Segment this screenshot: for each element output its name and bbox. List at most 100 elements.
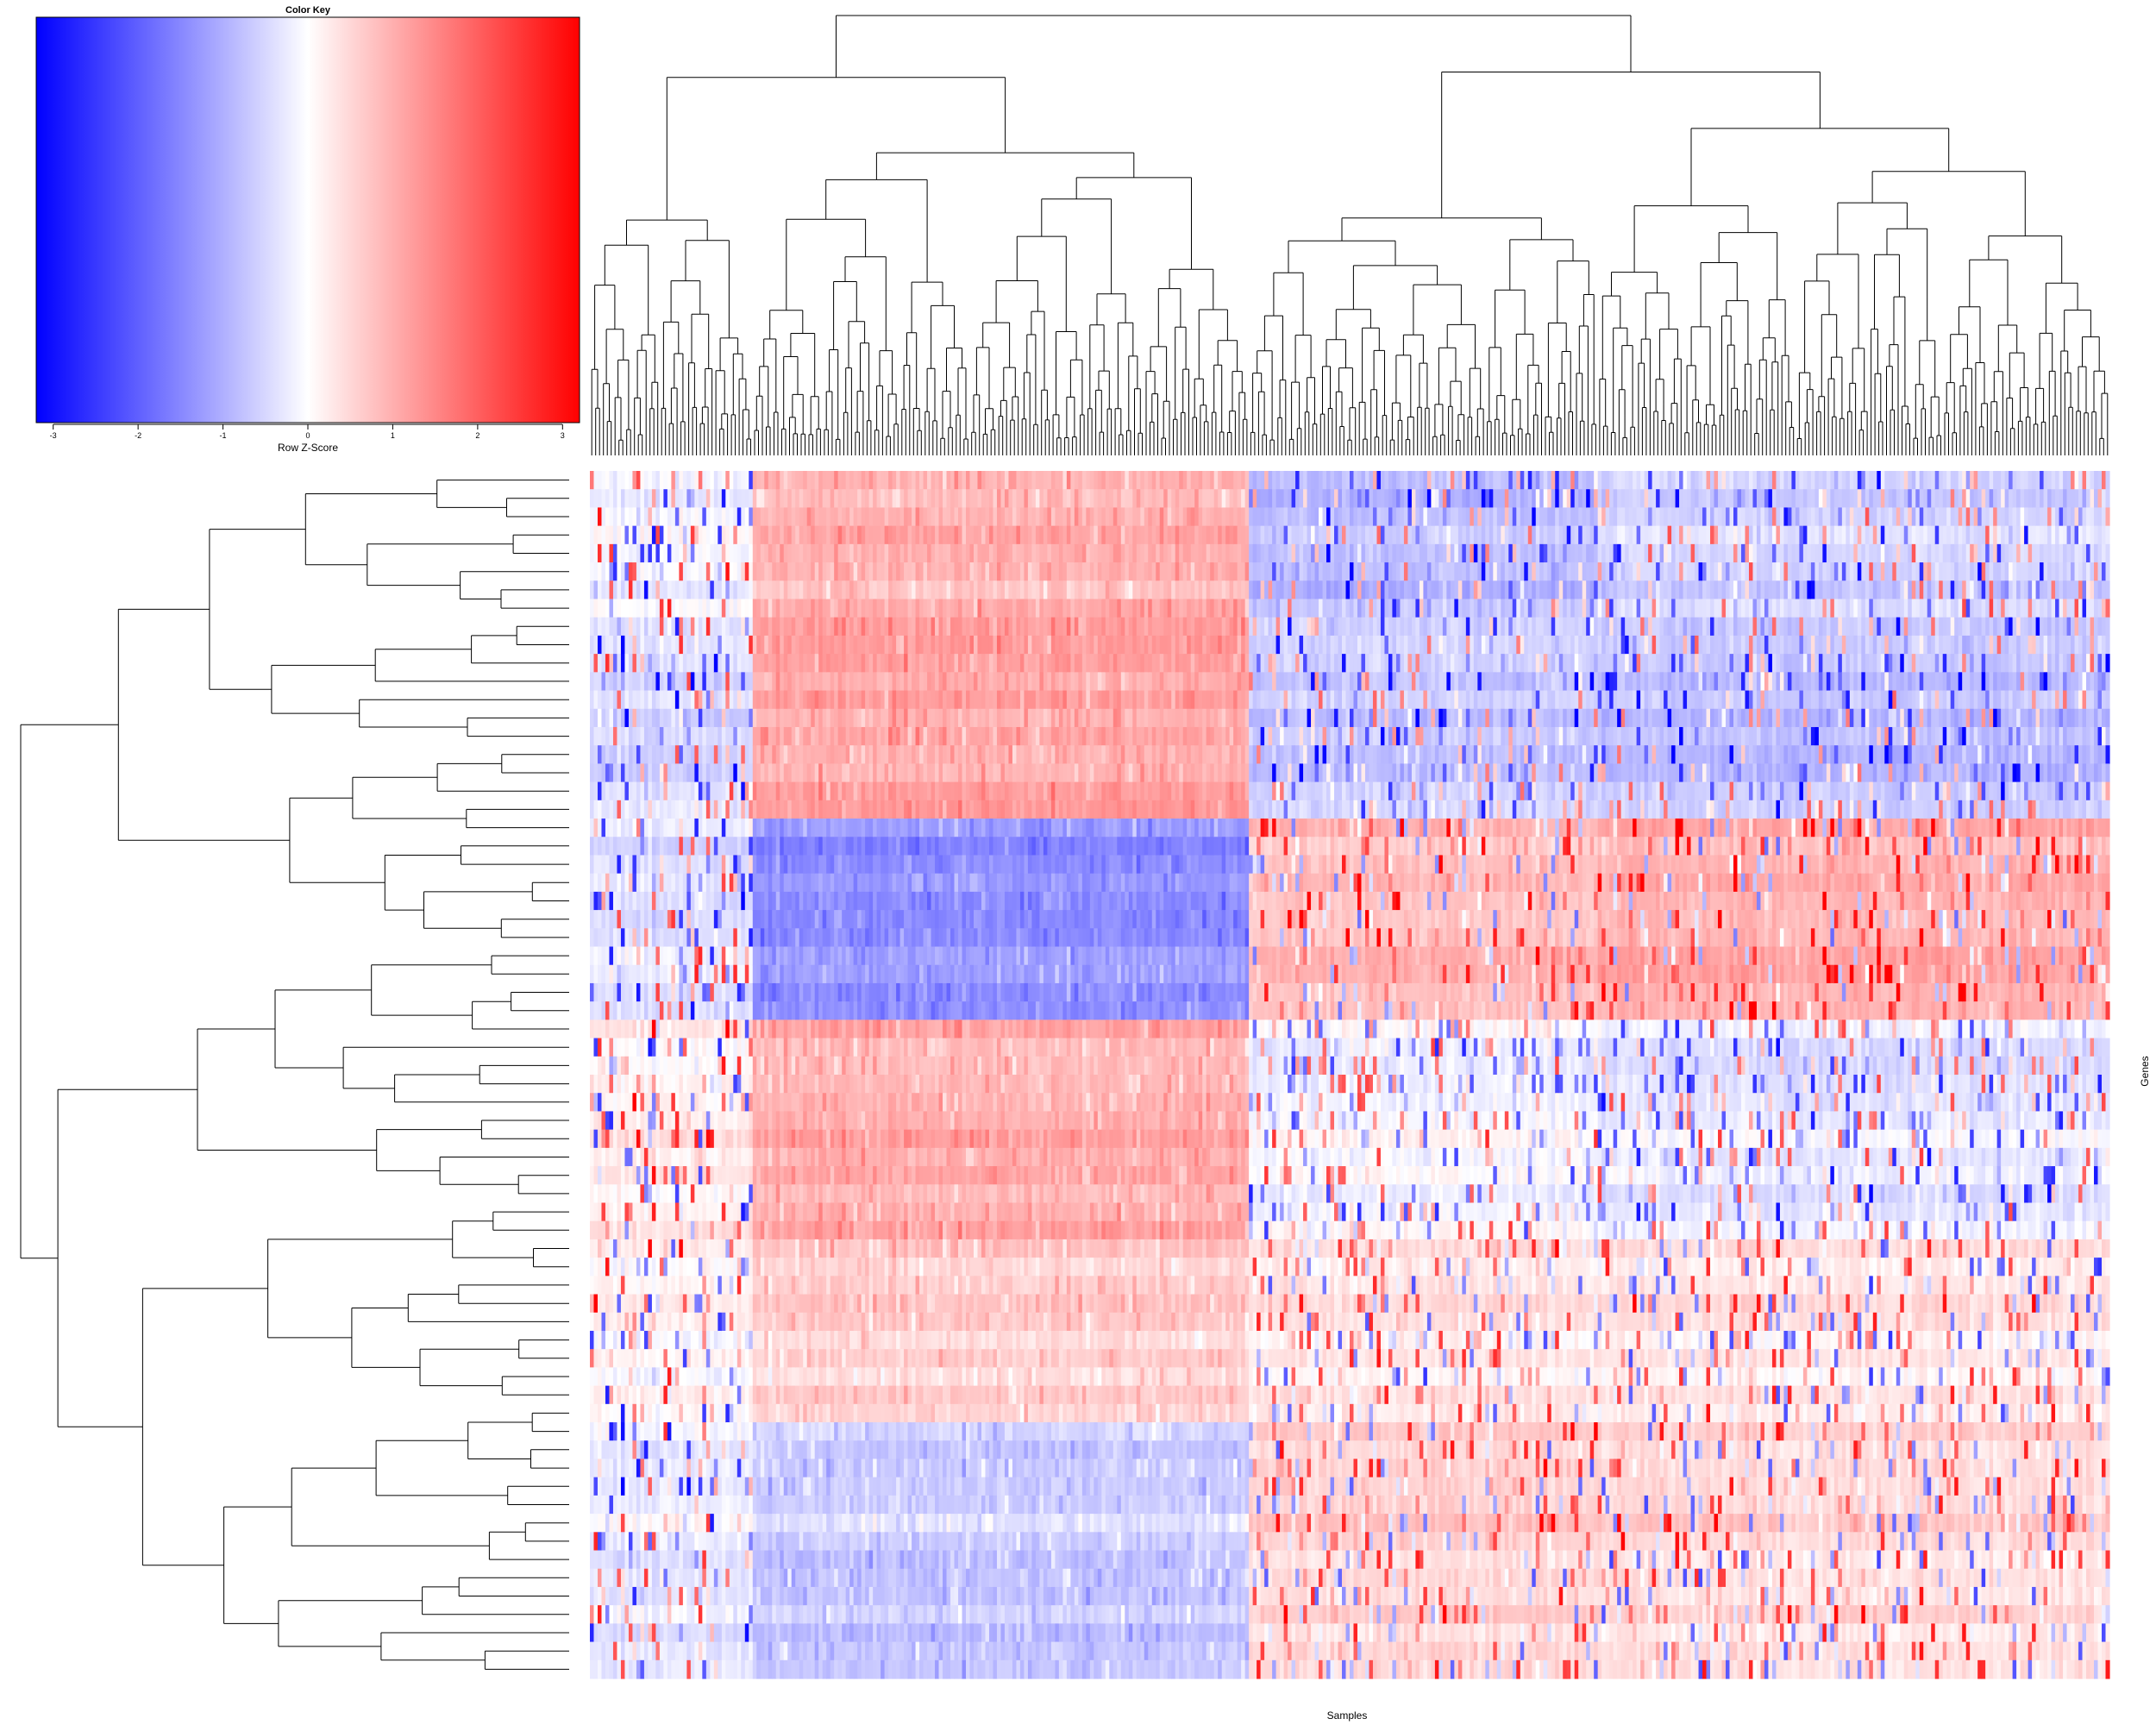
heatmap-cell: [620, 1075, 626, 1094]
heatmap-cell: [783, 763, 788, 783]
heatmap-cell: [674, 1220, 680, 1240]
heatmap-cell: [713, 525, 718, 545]
heatmap-cell: [702, 1184, 707, 1204]
heatmap-cell: [837, 1038, 843, 1057]
heatmap-cell: [845, 1111, 850, 1131]
heatmap-cell: [729, 1276, 734, 1295]
heatmap-cell: [694, 1659, 699, 1679]
heatmap-cell: [768, 819, 773, 837]
heatmap-cell: [760, 1385, 765, 1405]
heatmap-cell: [643, 1129, 649, 1149]
heatmap-cell: [718, 1038, 723, 1057]
heatmap-cell: [744, 1258, 749, 1276]
heatmap-cell: [830, 1514, 835, 1533]
heatmap-cell: [799, 1294, 804, 1314]
heatmap-cell: [814, 1605, 819, 1624]
heatmap-cell: [605, 1147, 611, 1167]
heatmap-cell: [710, 1440, 715, 1460]
heatmap-cell: [783, 910, 788, 929]
heatmap-cell: [632, 745, 637, 764]
heatmap-cell: [834, 891, 839, 911]
heatmap-cell: [849, 1623, 855, 1643]
heatmap-cell: [655, 1367, 661, 1387]
heatmap-cell: [643, 635, 649, 655]
heatmap-cell: [698, 745, 703, 764]
heatmap-cell: [803, 837, 808, 856]
heatmap-cell: [694, 1001, 699, 1020]
heatmap-cell: [694, 928, 699, 948]
heatmap-cell: [605, 1075, 611, 1094]
heatmap-cell: [873, 525, 878, 545]
heatmap-cell: [643, 781, 649, 801]
heatmap-cell: [667, 1220, 672, 1240]
heatmap-cell: [830, 1349, 835, 1368]
heatmap-cell: [873, 1258, 878, 1276]
heatmap-cell: [617, 1276, 622, 1295]
heatmap-cell: [764, 1605, 769, 1624]
heatmap-cell: [814, 1495, 819, 1515]
heatmap-cell: [822, 489, 827, 509]
heatmap-cell: [698, 507, 703, 527]
heatmap-cell: [713, 800, 718, 819]
heatmap-cell: [853, 1641, 858, 1661]
heatmap-cell: [718, 580, 723, 600]
heatmap-cell: [698, 690, 703, 710]
heatmap-cell: [612, 1623, 618, 1643]
heatmap-cell: [849, 1422, 855, 1441]
heatmap-cell: [830, 855, 835, 875]
heatmap-cell: [857, 1093, 862, 1113]
heatmap-cell: [764, 726, 769, 746]
heatmap-cell: [682, 672, 687, 692]
heatmap-cell: [663, 1550, 668, 1570]
heatmap-cell: [826, 1093, 831, 1113]
heatmap-cell: [764, 964, 769, 984]
heatmap-cell: [682, 690, 687, 710]
heatmap-cell: [612, 1330, 618, 1350]
heatmap-cell: [690, 1367, 695, 1387]
heatmap-cell: [694, 1367, 699, 1387]
heatmap-cell: [601, 1458, 606, 1478]
heatmap-cell: [671, 1093, 676, 1113]
heatmap-cell: [686, 1220, 692, 1240]
heatmap-cell: [842, 654, 847, 673]
heatmap-cell: [857, 1258, 862, 1276]
heatmap-cell: [648, 1147, 653, 1167]
heatmap-cell: [741, 1276, 746, 1295]
heatmap-cell: [612, 562, 618, 581]
color-key-tick-label: -1: [220, 431, 227, 440]
heatmap-cell: [876, 525, 881, 545]
heatmap-cell: [760, 543, 765, 563]
heatmap-cell: [868, 800, 874, 819]
heatmap-cell: [775, 1385, 780, 1405]
heatmap-cell: [752, 837, 757, 856]
heatmap-cell: [830, 1659, 835, 1679]
heatmap-cell: [799, 1440, 804, 1460]
heatmap-cell: [682, 1093, 687, 1113]
heatmap-cell: [679, 617, 684, 637]
heatmap-cell: [679, 1514, 684, 1533]
heatmap-cell: [643, 708, 649, 728]
heatmap-cell: [873, 1623, 878, 1643]
heatmap-cell: [791, 1568, 796, 1588]
heatmap-cell: [806, 1001, 812, 1020]
heatmap-cell: [686, 1294, 692, 1314]
heatmap-cell: [799, 910, 804, 929]
heatmap-cell: [760, 1001, 765, 1020]
heatmap-cell: [873, 1458, 878, 1478]
heatmap-cell: [651, 1220, 657, 1240]
heatmap-cell: [873, 1294, 878, 1314]
heatmap-cell: [609, 489, 614, 509]
heatmap-cell: [702, 1330, 707, 1350]
heatmap-cell: [663, 1184, 668, 1204]
heatmap-cell: [756, 489, 761, 509]
heatmap-cell: [690, 1568, 695, 1588]
heatmap-cell: [803, 745, 808, 764]
heatmap-cell: [780, 745, 785, 764]
heatmap-cell: [749, 1001, 754, 1020]
heatmap-cell: [741, 1038, 746, 1057]
heatmap-cell: [643, 617, 649, 637]
heatmap-cell: [617, 781, 622, 801]
heatmap-cell: [849, 837, 855, 856]
heatmap-cell: [609, 781, 614, 801]
heatmap-cell: [721, 1641, 726, 1661]
